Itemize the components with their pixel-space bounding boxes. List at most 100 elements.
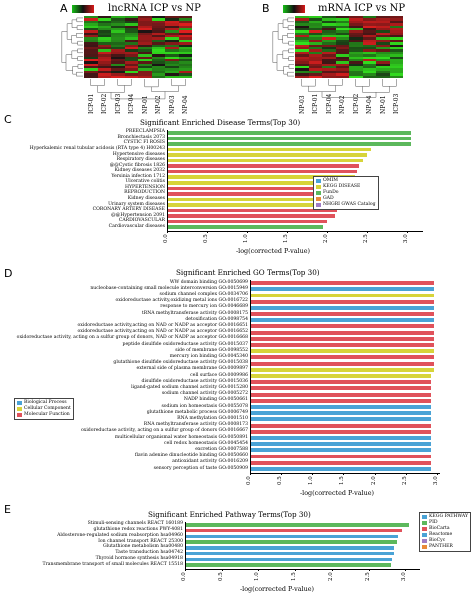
category-label: Cardiovascular diseases <box>108 223 165 229</box>
bar <box>167 208 337 213</box>
heatmap-cell <box>151 27 166 31</box>
heatmap-cell <box>335 56 350 60</box>
heatmap-cell <box>322 75 336 79</box>
panel-c-letter: C <box>4 113 12 126</box>
bar <box>250 349 434 354</box>
heatmap-cell <box>111 32 125 36</box>
heatmap-cell <box>335 35 350 38</box>
category-label: Aldosterone-regulated sodium reabsorptio… <box>57 532 183 538</box>
bar <box>250 380 431 385</box>
category-label: Yersinia infection 1712 <box>111 173 165 179</box>
bar <box>185 534 398 539</box>
sample-label: NP-02 <box>339 95 347 114</box>
heatmap-cell <box>376 44 390 48</box>
heatmap-cell <box>124 61 139 64</box>
sample-label: ICP-02 <box>101 93 109 114</box>
heatmap-cell <box>335 63 350 67</box>
y-axis-line <box>167 130 168 231</box>
heatmap-cell <box>178 58 193 62</box>
bar <box>167 186 345 191</box>
legend-swatch <box>422 539 427 543</box>
heatmap-cell <box>308 30 323 33</box>
heatmap-cell <box>389 70 404 74</box>
heatmap-cell <box>111 20 125 24</box>
heatmap-cell <box>178 27 193 31</box>
heatmap-cell <box>138 66 152 69</box>
x-tick-mark <box>405 569 406 571</box>
heatmap-cell <box>165 66 179 69</box>
heatmap-cell <box>322 20 336 24</box>
heatmap-cell <box>84 51 98 55</box>
legend-label: Reactome <box>429 532 453 537</box>
bar <box>167 142 411 146</box>
x-tick-mark <box>250 473 251 475</box>
heatmap-cell <box>335 58 350 62</box>
category-label: Respiratory diseases <box>116 157 165 163</box>
x-tick-mark <box>331 569 333 571</box>
heatmap-grid <box>295 16 404 79</box>
heatmap-cell <box>335 68 350 72</box>
panel-a-letter: A <box>60 2 68 15</box>
heatmap-cell <box>376 49 390 53</box>
heatmap-cell <box>84 30 98 33</box>
heatmap-cell <box>335 47 350 50</box>
category-label: Ulcerative colitis <box>125 179 165 185</box>
heatmap-cell <box>97 75 112 79</box>
sample-label: ICP-01 <box>312 93 320 114</box>
legend-swatch <box>316 203 321 207</box>
sample-label: ICP-02 <box>352 93 360 114</box>
category-label: oxidoreductase activity, acting on a sul… <box>80 428 248 434</box>
heatmap-cell <box>308 58 323 62</box>
category-label: flavin adenine dinucleotide binding GO:0… <box>134 453 248 459</box>
heatmap-cell <box>97 18 112 22</box>
sample-label: NP-04 <box>366 95 374 114</box>
heatmap-cell <box>165 18 179 22</box>
heatmap-cell <box>178 42 193 45</box>
heatmap-cell <box>295 18 309 22</box>
category-label: sodium channel complex GO:0034706 <box>159 292 248 298</box>
panel-d-letter: D <box>4 267 13 280</box>
bar <box>250 281 434 286</box>
bar <box>167 192 343 196</box>
x-tick-mark <box>221 569 223 571</box>
heatmap-cell <box>97 54 112 57</box>
heatmap-cell <box>389 66 404 69</box>
heatmap-cell <box>308 49 323 53</box>
heatmap-cell <box>322 68 336 72</box>
heatmap-cell <box>84 70 98 74</box>
bar <box>250 324 434 329</box>
heatmap-cell <box>138 49 152 53</box>
heatmap-cell <box>138 18 152 22</box>
heatmap-cell <box>322 23 336 26</box>
heatmap-cell <box>295 27 309 31</box>
x-tick-label: 2.0 <box>323 234 329 243</box>
legend-item: GAD <box>316 196 376 202</box>
heatmap-cell <box>151 70 166 74</box>
heatmap-cell <box>349 32 363 36</box>
heatmap-cell <box>349 25 363 29</box>
heatmap-cell <box>322 42 336 45</box>
heatmap-cell <box>84 75 98 79</box>
heatmap-cell <box>308 47 323 50</box>
heatmap-cell <box>308 75 323 79</box>
heatmap-cell <box>376 58 390 62</box>
bar <box>250 435 431 440</box>
heatmap-cell <box>151 23 166 26</box>
x-tick-label: 1.0 <box>254 572 261 581</box>
heatmap-cell <box>335 37 350 41</box>
heatmap-cell <box>178 35 193 38</box>
category-label: CYSTIC FI ROSIS <box>123 140 165 146</box>
heatmap-cell <box>178 66 193 69</box>
legend-label: OMIM <box>323 178 338 183</box>
chart-legend: Biological Process Cellular Component Mole… <box>14 398 74 420</box>
heatmap-cell <box>124 20 139 24</box>
bar <box>185 528 402 533</box>
x-tick-mark <box>405 473 407 475</box>
heatmap-cell <box>322 39 336 43</box>
legend-swatch <box>17 413 22 417</box>
heatmap-cell <box>165 20 179 24</box>
x-tick-label: 0.0 <box>163 234 169 243</box>
heatmap-cell <box>124 37 139 41</box>
heatmap-cell <box>165 25 179 29</box>
